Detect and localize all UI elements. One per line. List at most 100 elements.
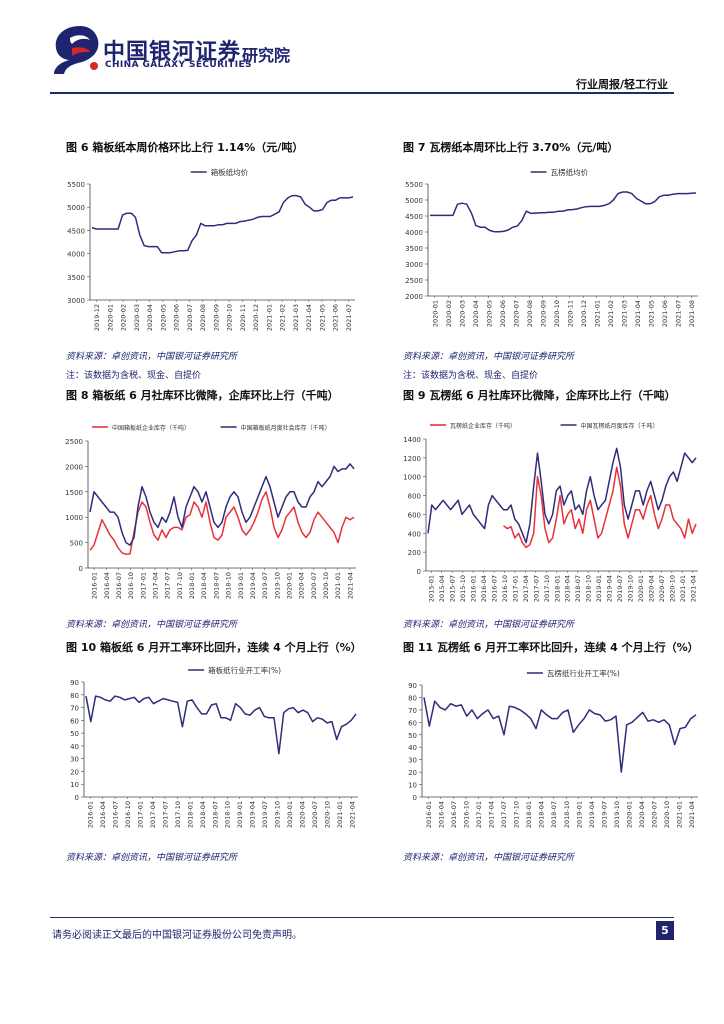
x-tick-label: 2020-03 [458,300,466,327]
header-rule [50,92,674,94]
x-tick-label: 2020-01 [286,572,294,599]
footer-rule [50,917,674,918]
y-tick-label: 600 [408,511,421,519]
x-tick-label: 2020-01 [626,801,634,828]
y-tick-label: 400 [408,530,421,538]
page-number: 5 [656,921,674,940]
x-tick-label: 2017-10 [513,801,521,828]
fig7-note: 注：该数据为含税、现金、自提价 [403,371,539,381]
x-tick-label: 2020-07 [658,575,666,602]
institute-label: 研究院 [242,46,291,65]
x-tick-label: 2021-02 [279,304,287,331]
y-tick-label: 3500 [405,245,423,253]
y-tick-label: 1000 [403,474,421,482]
x-tick-label: 2018-07 [550,801,558,828]
x-tick-label: 2017-10 [543,575,551,602]
x-tick-label: 2017-01 [137,801,145,828]
x-tick-label: 2019-07 [261,801,269,828]
y-tick-label: 80 [70,692,79,700]
series-line-1 [503,466,697,549]
y-tick-label: 10 [70,781,79,789]
x-tick-label: 2021-08 [688,300,696,327]
y-tick-label: 60 [70,717,79,725]
y-tick-label: 70 [70,705,79,713]
x-tick-label: 2017-10 [174,801,182,828]
legend-label: 箱板纸均价 [211,167,249,177]
x-tick-label: 2020-04 [298,801,306,828]
y-tick-label: 20 [70,768,79,776]
x-tick-label: 2021-01 [676,801,684,828]
y-tick-label: 2000 [405,293,423,301]
x-tick-label: 2016-07 [112,801,120,828]
x-tick-label: 2019-07 [600,801,608,828]
x-tick-label: 2016-07 [491,575,499,602]
x-tick-label: 2016-10 [501,575,509,602]
x-tick-label: 2021-01 [593,300,601,327]
y-tick-label: 4500 [67,227,85,235]
x-tick-label: 2017-04 [152,572,160,599]
x-tick-label: 2016-04 [99,801,107,828]
y-tick-label: 0 [417,568,421,576]
x-tick-label: 2016-07 [450,801,458,828]
y-tick-label: 0 [75,794,79,802]
x-tick-label: 2019-10 [273,572,281,599]
x-tick-label: 2021-04 [689,575,697,602]
x-tick-label: 2016-10 [127,572,135,599]
x-tick-label: 2020-04 [298,572,306,599]
fig7-source: 资料来源：卓创资讯，中国银河证券研究所 [403,352,575,362]
x-tick-label: 2020-05 [159,304,167,331]
y-tick-label: 1500 [65,489,83,497]
x-tick-label: 2016-10 [462,801,470,828]
x-tick-label: 2020-04 [638,801,646,828]
x-tick-label: 2016-07 [115,572,123,599]
x-tick-label: 2021-04 [634,300,642,327]
x-tick-label: 2017-01 [511,575,519,602]
series-line-1 [85,695,357,755]
x-tick-label: 2020-07 [512,300,520,327]
x-tick-label: 2015-10 [459,575,467,602]
x-tick-label: 2021-06 [661,300,669,327]
x-tick-label: 2019-01 [595,575,603,602]
series-line-1 [430,191,697,233]
series-line-2 [89,463,355,546]
x-tick-label: 2020-11 [566,300,574,327]
x-tick-label: 2016-04 [480,575,488,602]
y-tick-label: 5000 [405,197,423,205]
y-tick-label: 90 [70,679,79,687]
x-tick-label: 2020-09 [539,300,547,327]
x-tick-label: 2019-04 [249,801,257,828]
x-tick-label: 2021-05 [647,300,655,327]
company-logo [54,26,99,74]
x-tick-label: 2020-01 [431,300,439,327]
x-tick-label: 2021-06 [332,304,340,331]
x-tick-label: 2018-01 [188,572,196,599]
x-tick-label: 2018-01 [553,575,561,602]
x-tick-label: 2020-09 [212,304,220,331]
legend-label: 瓦楞纸行业开工率(%) [547,668,620,678]
x-tick-label: 2017-07 [164,572,172,599]
legend-label: 中国箱板纸企业库存（千吨） [112,424,190,432]
x-tick-label: 2020-10 [553,300,561,327]
y-tick-label: 0 [413,794,417,802]
x-tick-label: 2016-01 [87,801,95,828]
x-tick-label: 2021-03 [292,304,300,331]
x-tick-label: 2021-01 [679,575,687,602]
y-tick-label: 30 [70,756,79,764]
y-tick-label: 1400 [403,436,421,444]
x-tick-label: 2018-10 [225,572,233,599]
y-tick-label: 80 [408,694,417,702]
x-tick-label: 2016-01 [91,572,99,599]
y-tick-label: 20 [408,769,417,777]
fig10-title: 图 10 箱板纸 6 月开工率环比回升，连续 4 个月上行（%） [66,641,362,654]
x-tick-label: 2020-08 [199,304,207,331]
fig11-chart: 0 10 20 30 40 50 60 70 80 90 2016-01 2016-04 2016-07… [408,668,698,828]
y-tick-label: 50 [408,732,417,740]
series-line-2 [427,447,697,544]
fig7-chart: 2000 2500 3000 3500 4000 4500 5000 5500 2020-01 2… [405,167,698,327]
y-tick-label: 4500 [405,213,423,221]
x-tick-label: 2017-01 [475,801,483,828]
y-tick-label: 200 [408,549,421,557]
x-tick-label: 2020-08 [526,300,534,327]
y-tick-label: 2500 [405,277,423,285]
x-tick-label: 2020-10 [226,304,234,331]
